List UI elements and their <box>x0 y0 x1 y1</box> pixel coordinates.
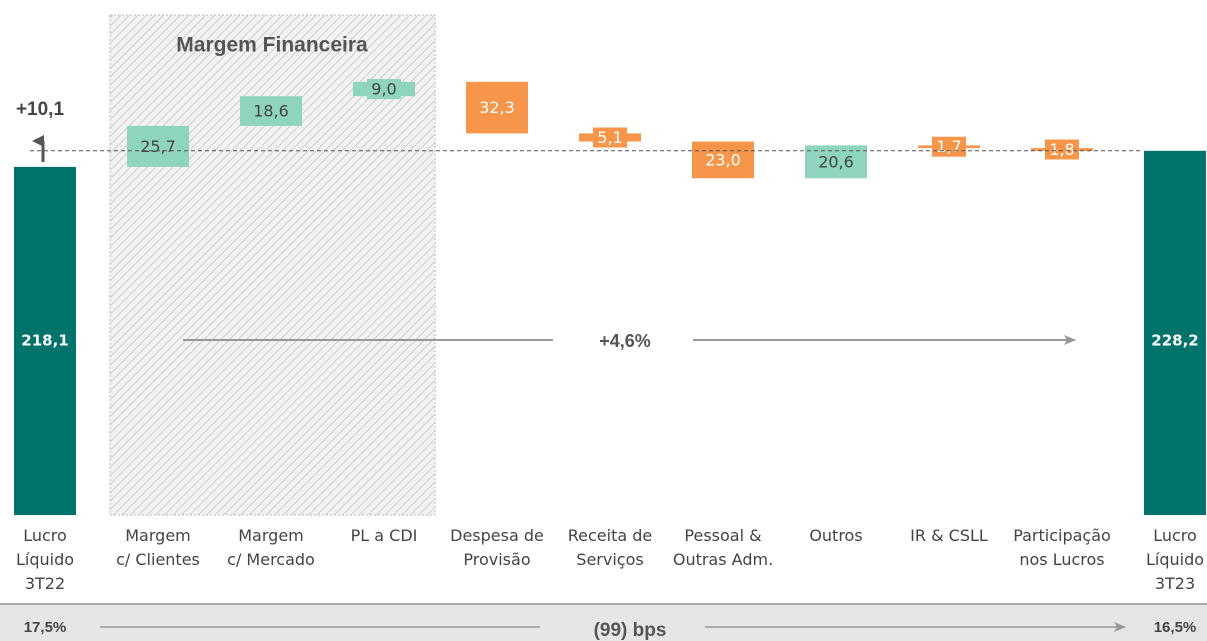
category-label: PL a CDI <box>350 526 418 545</box>
label-box <box>1045 139 1079 160</box>
value-label: 9,0 <box>371 80 396 99</box>
net-change: +10,1 <box>16 99 65 120</box>
value-label: 1,8 <box>1049 140 1074 159</box>
category-label: Pessoal & Outras Adm. <box>672 526 774 569</box>
label-box <box>593 127 627 148</box>
value-label: 1,7 <box>936 137 961 156</box>
category-label: Margem c/ Mercado <box>227 526 315 569</box>
category-label: Lucro Líquido 3T22 <box>15 526 75 593</box>
value-label: 25,7 <box>140 137 176 156</box>
bar <box>127 125 189 167</box>
value-label: 228,2 <box>1151 332 1198 350</box>
footer-end: 16,5% <box>1154 619 1197 636</box>
value-label: 23,0 <box>705 150 741 169</box>
value-label: 32,3 <box>479 98 515 117</box>
growth-label: +4,6% <box>599 331 651 351</box>
bar <box>240 96 302 126</box>
bar <box>466 81 528 134</box>
category-label: Participação nos Lucros <box>1013 526 1111 569</box>
footer-start: 17,5% <box>24 619 67 636</box>
category-label: Outros <box>809 526 863 545</box>
category-label: Despesa de Provisão <box>450 526 544 569</box>
label-box <box>367 79 401 100</box>
group-label: Margem Financeira <box>176 34 368 57</box>
bar <box>14 166 76 515</box>
category-label: Receita de Serviços <box>567 526 653 569</box>
footer-change: (99) bps <box>594 620 667 641</box>
value-label: 20,6 <box>818 152 854 171</box>
value-label: 218,1 <box>21 332 68 350</box>
bar <box>692 141 754 179</box>
label-box <box>932 136 966 157</box>
category-label: Lucro Líquido 3T23 <box>1145 526 1205 593</box>
category-label: Margem c/ Clientes <box>116 526 200 569</box>
value-label: 5,1 <box>597 128 622 147</box>
value-label: 18,6 <box>253 102 289 121</box>
bar <box>1144 150 1206 516</box>
footer-band <box>0 605 1207 641</box>
category-label: IR & CSLL <box>910 526 988 545</box>
